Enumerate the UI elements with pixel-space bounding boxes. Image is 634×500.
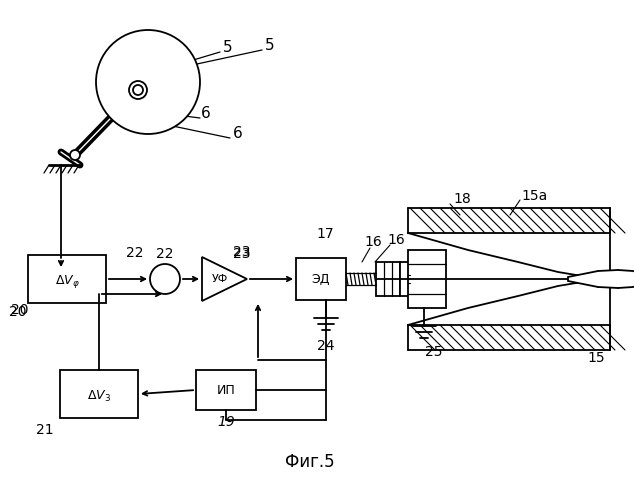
Text: 22: 22 (156, 247, 174, 261)
Circle shape (96, 30, 200, 134)
Text: 19: 19 (217, 415, 235, 429)
Text: 15а: 15а (522, 189, 548, 203)
Text: 15: 15 (587, 351, 605, 365)
Text: 22: 22 (126, 246, 144, 260)
Bar (196, 370, 256, 410)
Text: $\Delta V_{3}$: $\Delta V_{3}$ (87, 388, 111, 404)
Text: 23: 23 (233, 245, 251, 259)
Bar (376, 262, 400, 296)
Bar (60, 370, 138, 418)
Circle shape (129, 81, 147, 99)
Bar (408, 250, 446, 308)
Bar (28, 255, 106, 303)
Circle shape (150, 264, 180, 294)
Text: 20: 20 (11, 303, 29, 317)
Text: 5: 5 (265, 38, 275, 52)
Polygon shape (202, 257, 247, 301)
Text: 6: 6 (201, 106, 211, 120)
Circle shape (70, 150, 80, 160)
Text: 25: 25 (425, 345, 443, 359)
Text: 24: 24 (317, 339, 335, 353)
Text: Фиг.5: Фиг.5 (285, 453, 335, 471)
Text: ИП: ИП (217, 384, 235, 396)
Text: 18: 18 (453, 192, 471, 206)
Text: 5: 5 (223, 40, 233, 54)
Text: 16: 16 (387, 233, 405, 247)
Text: $\Delta V_{\varphi}$: $\Delta V_{\varphi}$ (55, 272, 79, 289)
Bar (400, 262, 422, 296)
Text: 20: 20 (10, 305, 27, 319)
Text: 16: 16 (364, 235, 382, 249)
Text: 21: 21 (36, 423, 54, 437)
Polygon shape (568, 270, 634, 288)
Bar (296, 258, 346, 300)
Text: 23: 23 (233, 247, 251, 261)
Circle shape (133, 85, 143, 95)
Text: УФ: УФ (212, 274, 228, 284)
Text: 6: 6 (233, 126, 243, 140)
Text: ЭД: ЭД (312, 272, 330, 285)
Text: 17: 17 (316, 227, 334, 241)
